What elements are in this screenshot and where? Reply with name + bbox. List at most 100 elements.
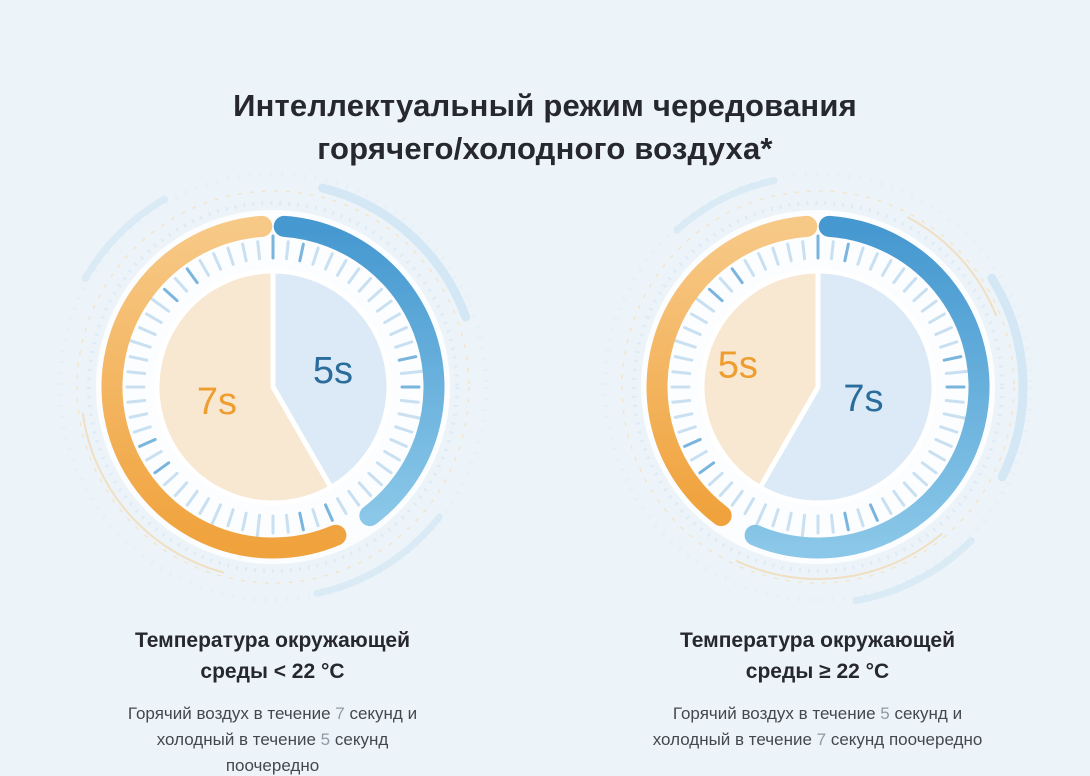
- tick-mark: [673, 354, 693, 362]
- tick-mark: [209, 503, 222, 527]
- cold-air-arc: [273, 215, 444, 526]
- tick-mark: [880, 258, 892, 277]
- tick-mark: [198, 258, 210, 277]
- tick-mark: [682, 325, 702, 336]
- tick-mark: [185, 267, 199, 284]
- description-line: Горячий воздух в течение 7 секунд и: [127, 703, 418, 723]
- decor-orange-arc: [906, 216, 997, 316]
- panel-ambient-above-22: 7s 5s Температура окружающей среды ≥ 22 °…: [545, 157, 1090, 776]
- tick-mark: [375, 299, 393, 313]
- tick-mark: [785, 242, 793, 263]
- heading-line: Температура окружающей: [679, 628, 956, 652]
- decor-blue-arc: [851, 536, 975, 604]
- tick-mark: [697, 461, 715, 475]
- tick-mark: [707, 287, 724, 302]
- tick-mark: [902, 276, 917, 293]
- tick-mark: [911, 471, 928, 486]
- tick-mark: [211, 251, 222, 271]
- tick-mark: [297, 511, 305, 532]
- tick-mark: [335, 258, 347, 277]
- tick-mark: [944, 369, 970, 375]
- tick-mark: [225, 507, 235, 528]
- tick-mark: [920, 461, 938, 475]
- pie-slice-hot: [154, 268, 333, 506]
- decor-dashed-ring: [86, 200, 459, 573]
- tick-mark: [891, 489, 905, 507]
- hot-duration-label: 5s: [717, 344, 757, 386]
- panel-ambient-below-22: 5s 7s Температура окружающей среды < 22 °…: [0, 157, 545, 776]
- tick-mark: [770, 507, 780, 528]
- tick-mark: [125, 370, 146, 375]
- cold-air-arc: [744, 215, 989, 559]
- tick-mark: [842, 242, 850, 263]
- tick-mark: [132, 425, 152, 434]
- tick-mark: [388, 437, 408, 448]
- decor-dashed-ring-outer: [57, 171, 488, 603]
- tick-mark: [673, 412, 693, 419]
- tick-mark: [173, 276, 188, 293]
- tick-mark: [198, 496, 210, 515]
- description-line: поочередно: [225, 756, 320, 776]
- tick-mark: [785, 511, 793, 532]
- page-title: Интеллектуальный режим чередования горяч…: [0, 0, 1090, 171]
- tick-mark: [829, 240, 835, 260]
- tick-mark: [255, 240, 261, 260]
- tick-mark: [920, 299, 938, 313]
- heading-line: среды < 22 °C: [200, 660, 345, 684]
- dial-chart-2: 7s 5s: [602, 171, 1033, 604]
- tick-mark: [310, 507, 320, 528]
- decor-blue-arc: [986, 273, 1027, 482]
- decor-blue-arc: [672, 176, 778, 234]
- pie-slice-cold: [757, 268, 936, 506]
- tick-mark: [173, 481, 188, 497]
- tick-mark: [323, 251, 334, 271]
- tick-mark: [399, 369, 425, 375]
- tick-mark: [225, 246, 235, 266]
- tick-mark: [693, 296, 715, 313]
- pie-slice-hot: [699, 268, 820, 490]
- tick-mark: [911, 287, 928, 302]
- tick-mark: [670, 398, 691, 404]
- page-title-line-2: горячего/холодного воздуха*: [317, 131, 773, 167]
- tick-mark: [125, 398, 146, 404]
- cold-duration-label: 7s: [843, 378, 883, 420]
- tick-mark: [399, 398, 420, 404]
- tick-mark: [240, 242, 248, 263]
- tick-mark: [689, 312, 708, 324]
- tick-mark: [144, 312, 163, 324]
- tick-mark: [346, 489, 360, 507]
- tick-mark: [375, 461, 393, 475]
- tick-mark: [855, 246, 865, 266]
- tick-mark: [842, 511, 850, 532]
- tick-mark: [868, 251, 879, 271]
- tick-mark: [770, 246, 780, 266]
- panel-description-below-22: Горячий воздух в течение 7 секунд и холод…: [128, 701, 417, 776]
- tick-mark: [366, 471, 383, 486]
- tick-mark: [682, 437, 702, 448]
- tick-mark: [730, 489, 744, 507]
- tick-mark: [880, 496, 892, 515]
- tick-mark: [927, 312, 946, 324]
- dial-chart-1: 5s 7s: [57, 171, 488, 603]
- tick-mark: [148, 296, 170, 313]
- dial-panels: 5s 7s Температура окружающей среды < 22 °…: [0, 157, 1090, 776]
- tick-mark: [944, 398, 965, 404]
- tick-mark: [891, 267, 905, 284]
- tick-mark: [388, 325, 408, 336]
- tick-mark: [397, 412, 422, 420]
- tick-mark: [927, 449, 946, 462]
- tick-mark: [718, 481, 733, 497]
- tick-mark: [284, 513, 290, 534]
- tick-mark: [382, 312, 401, 324]
- tick-mark: [743, 258, 755, 277]
- tick-mark: [284, 240, 290, 260]
- tick-mark: [366, 287, 383, 302]
- tick-mark: [754, 503, 767, 527]
- tick-mark: [902, 481, 917, 497]
- tick-mark: [397, 354, 417, 362]
- tick-mark: [144, 449, 163, 462]
- decor-blue-arc: [81, 195, 168, 282]
- decor-dashed-ring: [631, 200, 1004, 573]
- tick-mark: [855, 507, 865, 528]
